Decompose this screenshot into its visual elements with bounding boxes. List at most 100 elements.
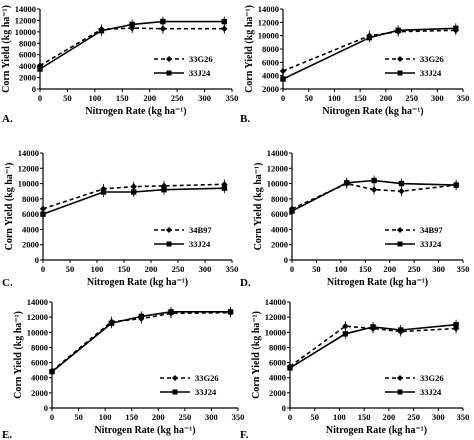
- panel-label: B.: [240, 113, 250, 125]
- y-tick-label: 14000: [258, 4, 279, 14]
- panel-label: F.: [240, 429, 249, 440]
- legend-marker: [172, 375, 178, 381]
- data-point-33J24: [168, 309, 174, 315]
- data-point-33J24: [49, 368, 55, 375]
- data-point-33J24: [344, 180, 350, 186]
- y-tick-label: 6000: [271, 209, 288, 219]
- y-tick-label: 0: [282, 403, 286, 413]
- x-axis-label: Nitrogen Rate (kg ha⁻¹): [94, 425, 195, 436]
- y-tick-label: 0: [44, 403, 48, 413]
- x-tick-label: 200: [383, 264, 396, 274]
- y-tick-label: 8000: [22, 194, 39, 204]
- x-tick-label: 350: [226, 264, 239, 274]
- y-tick-label: 2000: [31, 388, 48, 398]
- y-tick-label: 6000: [19, 50, 36, 60]
- y-tick-label: 10000: [267, 179, 288, 189]
- y-tick-label: 14000: [265, 297, 286, 307]
- x-tick-label: 150: [358, 412, 371, 422]
- y-tick-label: 2000: [262, 84, 279, 94]
- x-tick-label: 100: [99, 412, 112, 422]
- x-tick-label: 0: [288, 412, 292, 422]
- y-tick-label: 4000: [271, 224, 288, 234]
- x-tick-label: 50: [74, 412, 83, 422]
- x-tick-label: 150: [118, 264, 131, 274]
- panel-label: C.: [2, 277, 13, 289]
- data-point-33J24: [108, 320, 115, 326]
- x-tick-label: 350: [457, 412, 470, 422]
- y-tick-label: 6000: [22, 209, 39, 219]
- data-point-33J24: [160, 18, 166, 25]
- x-tick-label: 300: [432, 412, 445, 422]
- x-tick-label: 350: [226, 93, 239, 103]
- data-point-33J24: [453, 182, 459, 188]
- x-tick-label: 150: [125, 412, 138, 422]
- data-point-33J24: [280, 76, 286, 82]
- legend-label: 33J24: [189, 68, 211, 78]
- legend-marker: [166, 241, 172, 247]
- data-point-33J24: [453, 25, 459, 32]
- x-tick-label: 300: [431, 93, 444, 103]
- panel-label: D.: [240, 277, 251, 289]
- series-line-33J24: [282, 27, 456, 80]
- y-tick-label: 14000: [267, 148, 288, 158]
- x-tick-label: 100: [91, 264, 104, 274]
- x-tick-label: 350: [457, 264, 470, 274]
- y-axis-label: Corn Yield (kg ha⁻¹): [253, 163, 264, 251]
- legend-label: 33J24: [189, 239, 211, 249]
- x-tick-label: 150: [116, 93, 129, 103]
- legend-marker: [172, 389, 178, 395]
- legend-label: 33J24: [420, 68, 442, 78]
- data-point-33J24: [227, 309, 234, 315]
- y-tick-label: 8000: [31, 342, 48, 352]
- y-tick-label: 12000: [265, 312, 286, 322]
- y-axis-label: Corn Yield (kg ha⁻¹): [244, 5, 255, 93]
- data-point-33J24: [37, 66, 43, 72]
- x-tick-label: 50: [310, 412, 319, 422]
- x-tick-label: 300: [432, 264, 445, 274]
- data-point-33J24: [287, 365, 293, 371]
- y-tick-label: 10000: [265, 327, 286, 337]
- data-point-33J24: [100, 189, 107, 195]
- x-tick-label: 300: [205, 412, 218, 422]
- data-point-33G26: [159, 25, 167, 32]
- data-point-33G26: [279, 67, 287, 75]
- x-axis-label: Nitrogen Rate (kg ha⁻¹): [87, 277, 188, 288]
- x-tick-label: 250: [171, 93, 184, 103]
- data-point-33J24: [342, 331, 349, 337]
- x-tick-label: 0: [38, 93, 42, 103]
- x-axis-label: Nitrogen Rate (kg ha⁻¹): [327, 277, 428, 288]
- legend-marker: [166, 56, 172, 62]
- x-tick-label: 100: [328, 93, 341, 103]
- data-point-33J24: [129, 21, 135, 28]
- x-axis-label: Nitrogen Rate (kg ha⁻¹): [326, 425, 427, 436]
- x-tick-label: 300: [198, 93, 211, 103]
- y-tick-label: 4000: [31, 373, 48, 383]
- x-tick-label: 0: [50, 412, 54, 422]
- x-axis-label: Nitrogen Rate (kg ha⁻¹): [322, 106, 423, 117]
- legend-label: 33G26: [420, 54, 444, 64]
- series-line-34B97: [291, 182, 457, 210]
- legend-marker: [397, 375, 403, 381]
- y-tick-label: 10000: [15, 27, 36, 37]
- chart-panel-4: 0 2000 4000 6000 8000 10000 12000 14000 0 50 100 15…: [240, 148, 469, 289]
- y-tick-label: 4000: [22, 224, 39, 234]
- x-tick-label: 50: [66, 264, 75, 274]
- legend-label: 34B97: [189, 225, 212, 235]
- y-tick-label: 8000: [269, 342, 286, 352]
- data-point-33J24: [453, 322, 459, 328]
- data-point-33J24: [40, 211, 46, 217]
- legend-label: 33G26: [195, 373, 219, 383]
- x-tick-label: 200: [382, 412, 395, 422]
- y-tick-label: 6000: [269, 358, 286, 368]
- data-point-33J24: [131, 189, 137, 195]
- data-point-34B97: [398, 188, 405, 195]
- y-tick-label: 8000: [271, 194, 288, 204]
- legend-label: 33J24: [420, 239, 442, 249]
- y-axis-label: Corn Yield (kg ha⁻¹): [4, 163, 15, 251]
- y-tick-label: 14000: [15, 4, 36, 14]
- y-tick-label: 6000: [262, 57, 279, 67]
- data-point-33J24: [161, 186, 167, 193]
- x-tick-label: 250: [178, 412, 191, 422]
- legend-marker: [397, 227, 403, 233]
